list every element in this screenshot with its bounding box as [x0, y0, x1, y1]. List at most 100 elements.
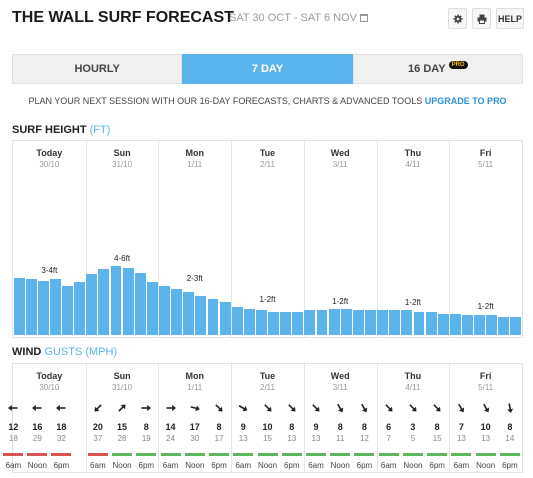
help-button[interactable]: HELP [496, 8, 524, 29]
wind-forecast: Today 30/10 Sun 31/10 Mon 1/11 Tue 2/11 Wed 3/11 T… [3, 363, 523, 473]
wind-speed: 8 [289, 422, 295, 432]
wind-rating-bar [87, 453, 108, 456]
wind-gust: 17 [214, 434, 224, 443]
time-label: 6am [235, 461, 252, 470]
wind-speed: 15 [117, 422, 128, 432]
wind-direction-arrow-icon [482, 403, 489, 413]
wind-rating-bar [27, 453, 48, 456]
day-name: Thu [404, 371, 422, 381]
wind-gust: 19 [141, 434, 151, 443]
wind-speed: 14 [165, 422, 176, 432]
wind-speed: 8 [507, 422, 513, 432]
wind-rating-bar [499, 453, 520, 456]
tab-16-day[interactable]: 16 DAY PRO [352, 54, 523, 84]
day-name: Today [36, 371, 63, 381]
wind-rating-bar [257, 453, 278, 456]
surf-bar [37, 280, 49, 335]
day-date: 30/10 [39, 383, 60, 392]
wind-speed: 20 [92, 422, 103, 432]
wind-rating-bar [136, 453, 157, 456]
wind-gust: 32 [56, 434, 66, 443]
surf-bar [134, 272, 146, 335]
print-button[interactable] [472, 8, 491, 29]
surf-bar [219, 302, 231, 335]
surf-bar [243, 308, 255, 335]
wind-gust: 28 [117, 434, 127, 443]
wind-direction-arrow-icon [190, 405, 200, 412]
surf-bar [462, 315, 473, 335]
wind-gust: 13 [311, 434, 321, 443]
day-divider [376, 141, 378, 337]
wind-gust: 13 [287, 434, 297, 443]
wind-gust: 7 [386, 434, 391, 443]
page-header: THE WALL SURF FORECAST SAT 30 OCT - SAT … [12, 8, 524, 30]
surf-bar [146, 282, 158, 335]
day-date: 31/10 [112, 383, 133, 392]
day-date: 5/11 [478, 160, 494, 169]
wind-direction-arrow-icon [337, 403, 344, 413]
surf-height-label: 1-2ft [259, 295, 276, 305]
wind-rating-bar [475, 453, 496, 456]
surf-bar [389, 310, 401, 335]
surf-bar [328, 308, 340, 335]
calendar-icon [359, 13, 368, 22]
upgrade-link[interactable]: UPGRADE TO PRO [424, 96, 507, 106]
surf-height-label: 2-3ft [186, 273, 203, 283]
day-name: Wed [330, 371, 350, 381]
surf-bar [292, 312, 304, 335]
surf-bar [231, 307, 243, 335]
day-date: 2/11 [260, 160, 275, 169]
wind-speed: 17 [189, 422, 200, 432]
day-name: Tue [259, 371, 276, 381]
day-header: Wed 3/11 [310, 371, 370, 392]
day-date: 1/11 [187, 160, 203, 169]
day-header: Tue 2/11 [238, 371, 298, 392]
wind-rating-bar [51, 453, 72, 456]
day-date: 30/10 [39, 160, 60, 169]
surf-height-label: 4-6ft [114, 254, 131, 263]
surf-bar [25, 279, 37, 335]
surf-height-label: 1-2ft [477, 301, 494, 311]
wind-gust: 18 [8, 434, 18, 443]
day-header: Fri 5/11 [456, 371, 516, 392]
wind-speed: 8 [216, 422, 222, 432]
surf-bar [280, 312, 292, 335]
promo-banner: PLAN YOUR NEXT SESSION WITH OUR 16-DAY F… [12, 96, 523, 106]
time-label: 6am [308, 461, 324, 470]
wind-direction-arrow-icon [238, 405, 248, 412]
wind-direction-arrow-icon [409, 404, 417, 412]
surf-bar [98, 269, 110, 335]
tab-hourly[interactable]: HOURLY [12, 54, 183, 84]
surf-bar [486, 315, 498, 335]
time-label: Noon [476, 461, 496, 470]
day-divider [158, 141, 160, 337]
surf-bar [474, 315, 486, 335]
time-label: Noon [27, 461, 47, 470]
time-label: 6am [5, 461, 22, 470]
wind-rating-bar [354, 453, 375, 456]
day-header: Today 30/10 [19, 371, 79, 392]
time-label: Noon [403, 461, 423, 470]
wind-direction-arrow-icon [32, 405, 42, 411]
day-divider [449, 141, 451, 337]
surf-bar [110, 266, 122, 335]
wind-gust: 15 [432, 434, 442, 443]
wind-direction-arrow-icon [361, 403, 368, 413]
date-range: SAT 30 OCT - SAT 6 NOV [229, 12, 368, 24]
settings-button[interactable] [448, 8, 467, 29]
day-header: Thu 4/11 [383, 371, 443, 392]
day-header: Thu 4/11 [383, 148, 443, 169]
surf-height-label: SURF HEIGHT (FT) [12, 124, 111, 136]
surf-bar [49, 279, 61, 335]
time-label: 6pm [429, 461, 445, 470]
day-name: Sun [113, 371, 131, 381]
day-header: Today 30/10 [19, 148, 79, 169]
day-header: Wed 3/11 [310, 148, 370, 169]
tab-7-day[interactable]: 7 DAY [182, 54, 353, 84]
wind-rating-bar [330, 453, 351, 456]
wind-rating-bar [112, 453, 133, 456]
wind-direction-arrow-icon [141, 405, 152, 411]
wind-rating-bar [402, 453, 423, 456]
wind-rating-bar [451, 453, 472, 456]
time-label: Noon [112, 461, 132, 470]
